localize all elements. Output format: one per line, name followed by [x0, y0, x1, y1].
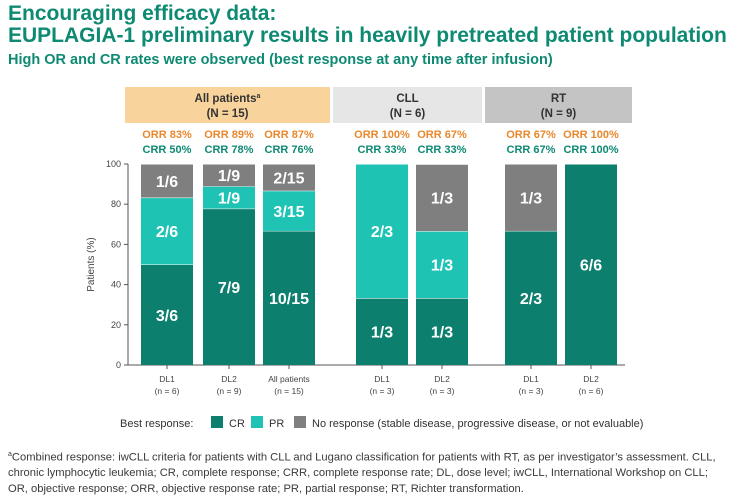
bar-segment-pr	[356, 164, 408, 299]
crr-label: CRR 33%	[358, 144, 407, 156]
segment-label: 1/3	[520, 190, 542, 207]
legend-swatch-nr	[294, 416, 306, 428]
bar-segment-pr	[141, 197, 193, 265]
crr-label: CRR 100%	[563, 144, 618, 156]
segment-label: 1/3	[371, 325, 393, 342]
bar-segment-cr	[356, 298, 408, 365]
legend-swatch-pr	[251, 416, 263, 428]
segment-label: 2/3	[520, 291, 542, 308]
segment-label: 2/3	[371, 224, 393, 241]
segment-label: 3/15	[273, 204, 304, 221]
x-tick-n: (n = 3)	[519, 386, 544, 396]
segment-label: 7/9	[218, 280, 240, 297]
x-tick-n: (n = 3)	[430, 386, 455, 396]
orr-label: ORR 87%	[264, 129, 314, 141]
segment-label: 1/3	[431, 325, 453, 342]
segment-label: 3/6	[156, 308, 178, 325]
bar-segment-cr	[565, 164, 617, 365]
group-header-label: CLL	[396, 93, 418, 105]
footnote-marker: a	[8, 451, 12, 458]
legend-label-pr: PR	[269, 418, 284, 430]
group-header-bg	[485, 87, 632, 123]
segment-label: 6/6	[580, 258, 602, 275]
legend-label-nr: No response (stable disease, progressive…	[312, 418, 643, 430]
crr-label: CRR 67%	[507, 144, 556, 156]
segment-label: 2/15	[273, 170, 304, 187]
group-header-label: RT	[551, 93, 566, 105]
orr-label: ORR 67%	[417, 129, 467, 141]
x-tick-n: (n = 6)	[579, 386, 604, 396]
bar-segment-nr	[263, 164, 315, 191]
group-header-n: (N = 6)	[390, 108, 426, 120]
y-axis-title: Patients (%)	[86, 237, 97, 291]
bar-segment-cr	[263, 230, 315, 365]
y-tick-label: 80	[111, 199, 121, 209]
bar-segment-nr	[505, 164, 557, 231]
crr-label: CRR 78%	[205, 144, 254, 156]
group-header-label: All patientsa	[195, 93, 261, 105]
x-tick-n: (n = 3)	[370, 386, 395, 396]
group-header-bg	[125, 87, 330, 123]
bar-segment-nr	[416, 164, 468, 232]
segment-label: 1/9	[218, 190, 240, 207]
orr-label: ORR 100%	[354, 129, 410, 141]
x-tick-label: DL2	[221, 374, 237, 384]
bar-segment-cr	[416, 298, 468, 365]
orr-label: ORR 89%	[204, 129, 254, 141]
crr-label: CRR 33%	[418, 144, 467, 156]
x-tick-label: DL2	[583, 374, 599, 384]
bar-segment-pr	[203, 186, 255, 209]
x-tick-label: DL1	[374, 374, 390, 384]
bar-segment-pr	[263, 190, 315, 231]
x-tick-n: (n = 6)	[155, 386, 180, 396]
legend-swatch-cr	[211, 416, 223, 428]
x-tick-n: (n = 9)	[217, 386, 242, 396]
bar-segment-cr	[505, 230, 557, 365]
orr-label: ORR 100%	[563, 129, 619, 141]
bar-segment-pr	[416, 231, 468, 299]
x-tick-label: DL1	[159, 374, 175, 384]
legend-title: Best response:	[120, 418, 193, 430]
segment-label: 1/6	[156, 174, 178, 191]
group-header-n: (N = 9)	[541, 108, 577, 120]
crr-label: CRR 76%	[265, 144, 314, 156]
bar-segment-cr	[203, 208, 255, 365]
page-title-line1: Encouraging efficacy data:	[8, 2, 277, 25]
y-tick-label: 20	[111, 320, 121, 330]
crr-label: CRR 50%	[143, 144, 192, 156]
x-tick-label: DL2	[434, 374, 450, 384]
x-tick-label: DL1	[523, 374, 539, 384]
orr-label: ORR 83%	[142, 129, 192, 141]
segment-label: 2/6	[156, 224, 178, 241]
segment-label: 10/15	[269, 291, 309, 308]
bar-segment-nr	[141, 164, 193, 198]
footnote-text: Combined response: iwCLL criteria for pa…	[8, 451, 716, 495]
y-tick-label: 40	[111, 280, 121, 290]
y-tick-label: 60	[111, 239, 121, 249]
bar-segment-cr	[141, 264, 193, 365]
segment-label: 1/3	[431, 191, 453, 208]
y-tick-label: 0	[116, 360, 121, 370]
response-chart: All patientsa (N = 15) CLL (N = 6) RT (N = 9)…	[86, 87, 643, 430]
segment-label: 1/3	[431, 258, 453, 275]
orr-label: ORR 67%	[506, 129, 556, 141]
x-tick-n: (n = 15)	[274, 386, 304, 396]
group-header-n: (N = 15)	[207, 108, 249, 120]
page-title-line2: EUPLAGIA-1 preliminary results in heavil…	[8, 24, 727, 47]
bar-segment-nr	[203, 164, 255, 187]
footnote: aCombined response: iwCLL criteria for p…	[8, 447, 730, 497]
x-tick-label: All patients	[268, 374, 310, 384]
segment-label: 1/9	[218, 168, 240, 185]
legend-label-cr: CR	[229, 418, 245, 430]
page-subtitle: High OR and CR rates were observed (best…	[8, 52, 553, 68]
group-header-bg	[333, 87, 482, 123]
y-tick-label: 100	[106, 159, 121, 169]
